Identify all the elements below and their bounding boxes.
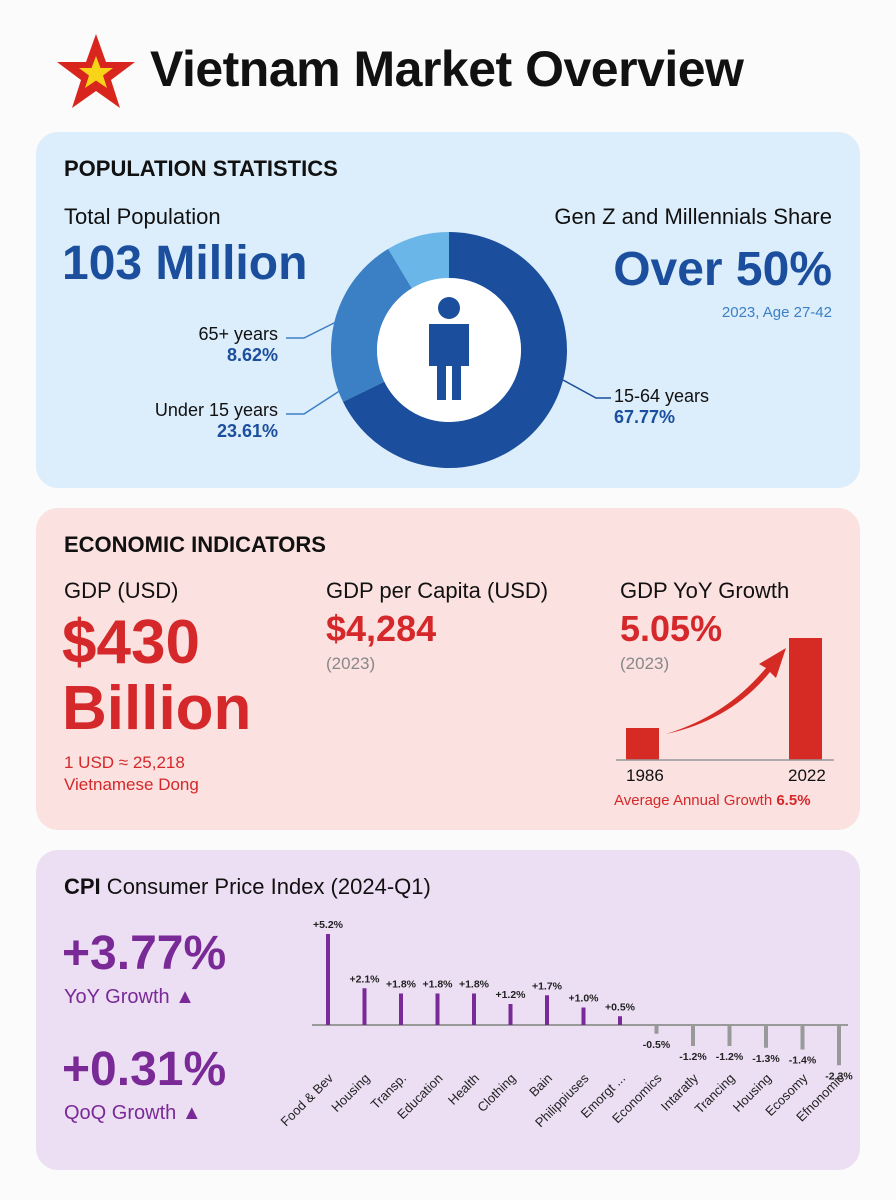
cpi-bar [800,1025,805,1050]
cpi-category-label: Bain [526,1071,555,1100]
cpi-heading: CPI Consumer Price Index (2024-Q1) [64,874,431,900]
bar-1986 [626,728,659,760]
cpi-bar [362,988,367,1025]
cpi-bar [837,1025,841,1066]
leader-under15 [286,389,342,415]
cpi-qoq-value: +0.31% [62,1043,227,1096]
genz-value: Over 50% [613,243,832,296]
gdp-growth-value: 5.05% [620,608,723,649]
cpi-yoy-label: YoY Growth ▲ [64,986,195,1008]
cpi-bar [618,1016,622,1025]
cpi-panel: CPI Consumer Price Index (2024-Q1) +3.77… [36,850,860,1170]
cpi-bar [545,995,549,1025]
cpi-data-label: -2.3% [825,1070,853,1082]
cpi-data-label: +1.0% [568,993,599,1005]
average-growth-value: 6.5% [776,792,811,809]
cpi-bar [581,1007,586,1025]
gdp-value: $430 Billion [62,610,251,742]
cpi-data-label: -1.3% [752,1053,780,1065]
economy-panel: ECONOMIC INDICATORS GDP (USD) $430 Billi… [36,508,860,830]
average-growth: Average Annual Growth 6.5% [614,792,811,809]
cpi-bar [654,1025,659,1034]
population-donut [286,232,611,468]
page-title: Vietnam Market Overview [150,41,744,97]
total-population-value: 103 Million [62,237,308,290]
gdp-value-line1: $430 [62,608,200,677]
legend-15-64-label: 15-64 years [614,386,710,406]
cpi-bar [472,993,476,1025]
cpi-data-label: +1.8% [422,979,453,991]
growth-mini-chart [616,638,834,761]
cpi-category-label: Clothing [474,1071,518,1115]
cpi-bar [435,993,440,1025]
cpi-data-label: +1.2% [495,989,526,1001]
cpi-bar-chart: +5.2%Food & Bev+2.1%Housing+1.8%Transp.+… [277,919,853,1130]
legend-15-64-value: 67.77% [614,407,676,427]
legend-65plus-label: 65+ years [198,324,278,344]
gdp-growth-year: (2023) [620,654,670,673]
cpi-data-label: -1.2% [679,1051,707,1063]
gdp-growth-label: GDP YoY Growth [620,578,790,603]
cpi-heading-bold: CPI [64,874,101,899]
cpi-bar [764,1025,768,1048]
cpi-category-label: Food & Bev [277,1070,336,1129]
population-heading: POPULATION STATISTICS [64,156,338,181]
gdp-per-capita-value: $4,284 [326,608,437,649]
leader-65plus [286,321,337,339]
genz-note: 2023, Age 27-42 [721,304,832,321]
cpi-bar [727,1025,732,1046]
cpi-heading-rest: Consumer Price Index (2024-Q1) [100,874,431,899]
legend-65plus-value: 8.62% [226,345,278,365]
cpi-category-label: Housing [328,1071,372,1115]
cpi-data-label: +1.8% [386,979,417,991]
legend-under15: Under 15 years 23.61% [155,400,278,442]
gdp-per-capita-label: GDP per Capita (USD) [326,578,549,603]
genz-label: Gen Z and Millennials Share [554,204,832,229]
exchange-rate: 1 USD ≈ 25,218 Vietnamese Dong [64,752,199,796]
cpi-data-label: +1.7% [532,980,563,992]
economy-heading: ECONOMIC INDICATORS [64,532,326,557]
cpi-data-label: +0.5% [605,1001,636,1013]
average-growth-label: Average Annual Growth [614,792,773,809]
growth-arrow-icon [666,648,786,734]
slice-65-plus [388,232,449,289]
gdp-label: GDP (USD) [64,578,179,603]
legend-65plus: 65+ years 8.62% [198,324,278,366]
cpi-bar [508,1004,513,1025]
person-icon [429,297,469,400]
cpi-data-label: -1.2% [716,1051,744,1063]
cpi-data-label: -1.4% [789,1055,817,1067]
cpi-yoy-value: +3.77% [62,927,227,980]
label-1986: 1986 [626,766,664,785]
slice-under-15 [331,248,412,402]
exchange-rate-line2: Vietnamese Dong [64,775,199,794]
cpi-data-label: +1.8% [459,979,490,991]
slice-15-64 [342,232,567,468]
gdp-per-capita-year: (2023) [326,654,376,673]
label-2022: 2022 [788,766,826,785]
cpi-data-label: -0.5% [643,1039,671,1051]
leader-15-64 [562,379,611,399]
exchange-rate-line1: 1 USD ≈ 25,218 [64,753,185,772]
legend-under15-value: 23.61% [216,421,278,441]
bar-2022 [789,638,822,760]
cpi-data-label: +2.1% [349,973,380,985]
gdp-value-line2: Billion [62,674,252,743]
cpi-data-label: +5.2% [313,919,344,931]
cpi-bar [399,993,403,1025]
cpi-qoq-label: QoQ Growth ▲ [64,1102,202,1124]
population-panel: POPULATION STATISTICS Total Population 1… [36,132,860,488]
legend-15-64: 15-64 years 67.77% [614,386,709,428]
total-population-label: Total Population [64,204,221,229]
cpi-bar [326,934,330,1025]
cpi-category-label: Trancing [692,1071,738,1117]
vietnam-star-icon [57,34,135,108]
legend-under15-label: Under 15 years [154,400,278,420]
cpi-bar [691,1025,695,1046]
